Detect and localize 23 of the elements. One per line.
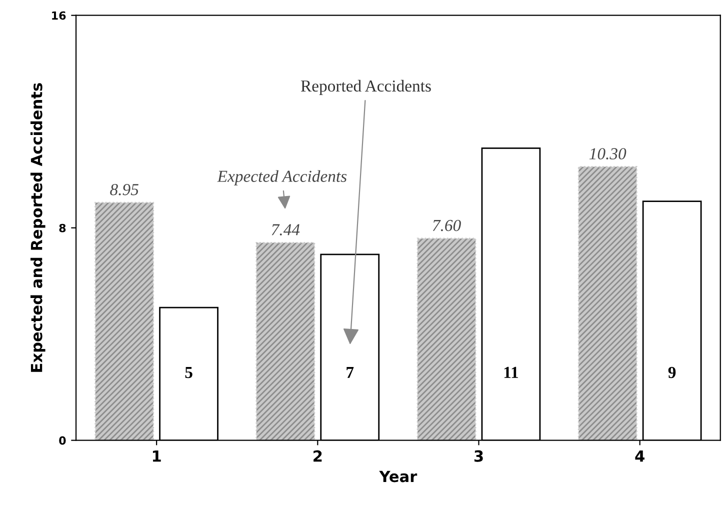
x-tick-label: 3 [474, 450, 483, 462]
y-tick-label: 16 [52, 11, 66, 20]
bar [256, 242, 316, 440]
x-axis-title: Year [379, 470, 418, 482]
x-tick-label: 1 [152, 450, 161, 462]
bar [94, 202, 154, 440]
bar [578, 166, 638, 440]
y-tick-label: 8 [59, 224, 66, 232]
annotation: Expected Accidents [217, 170, 347, 186]
data-label: 5 [185, 367, 192, 378]
data-label: 11 [504, 366, 518, 378]
data-label: 10.30 [589, 148, 626, 160]
x-tick-label: 2 [314, 450, 322, 462]
annotation: Reported Accidents [300, 80, 431, 96]
data-label: 7.44 [272, 224, 300, 236]
y-axis-title: Expected and Reported Accidents [30, 83, 46, 372]
y-tick-label: 0 [59, 436, 66, 445]
data-label: 9 [668, 366, 676, 378]
x-tick-label: 4 [635, 450, 644, 462]
data-label: 8.95 [110, 184, 138, 196]
bar [416, 238, 476, 440]
data-label: 7 [346, 367, 354, 378]
data-label: 7.60 [432, 220, 461, 232]
